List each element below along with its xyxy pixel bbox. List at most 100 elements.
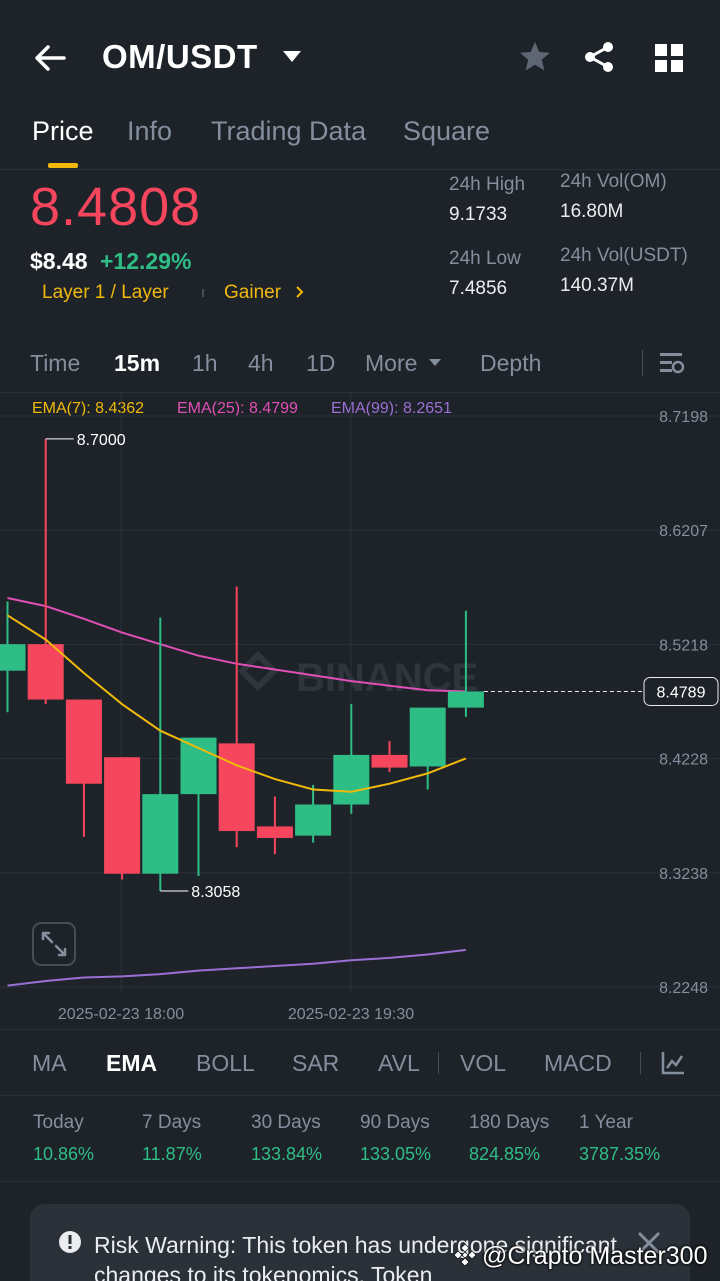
- fullscreen-icon[interactable]: [32, 922, 76, 966]
- divider: [0, 1095, 720, 1096]
- caret-down-icon: [428, 359, 441, 366]
- tab-trading-data[interactable]: Trading Data: [211, 116, 367, 146]
- y-tick-label: 8.2248: [659, 980, 708, 997]
- pair-title[interactable]: OM/USDT: [102, 38, 258, 75]
- current-price-tag: [643, 676, 719, 706]
- interval-more[interactable]: More: [365, 350, 442, 377]
- stat-low-label: 24h Low: [449, 248, 521, 269]
- perf-label-90d: 90 Days: [360, 1112, 430, 1133]
- candlestick-chart[interactable]: BINANCE 8.71988.62078.52188.42288.32388.…: [0, 393, 720, 1030]
- grid-icon[interactable]: [653, 42, 685, 74]
- usd-price: $8.48: [30, 248, 88, 274]
- candle-body: [27, 644, 64, 700]
- perf-label-30d: 30 Days: [251, 1112, 321, 1133]
- candle-body: [447, 691, 484, 708]
- user-watermark: @Crapto Master300: [452, 1242, 707, 1271]
- indicator-settings-icon[interactable]: [660, 1050, 686, 1076]
- candle: [447, 610, 484, 717]
- indicator-avl[interactable]: AVL: [378, 1050, 420, 1076]
- interval-1d[interactable]: 1D: [306, 350, 336, 376]
- chart-labels: 8.7198 8.6207 8.5218 8.4228 8.3238 8.2248 2025…: [45, 409, 719, 1023]
- divider: [0, 392, 720, 393]
- candle-body: [0, 644, 26, 671]
- gainer-tag[interactable]: Gainer: [224, 282, 306, 304]
- stat-high-label: 24h High: [449, 174, 526, 195]
- current-price-label: 8.4789: [657, 684, 706, 701]
- indicator-boll[interactable]: BOLL: [196, 1050, 255, 1076]
- risk-warning-text: Risk Warning: This token has undergone s…: [94, 1232, 617, 1281]
- ema7-series: [6, 614, 467, 793]
- category-tag[interactable]: Layer 1 / Layer: [42, 282, 169, 303]
- tab-info[interactable]: Info: [127, 116, 173, 146]
- ema25-legend: EMA(25): 8.4799: [177, 400, 298, 417]
- interval-time[interactable]: Time: [30, 350, 81, 376]
- y-tick-label: 8.7198: [659, 409, 708, 426]
- candle: [27, 438, 64, 705]
- y-tick-label: 8.4228: [659, 752, 708, 769]
- perf-value-today: 10.86%: [33, 1144, 95, 1164]
- binance-watermark: BINANCE: [237, 650, 478, 700]
- binance-watermark-logo: [237, 650, 279, 692]
- candle-body: [409, 707, 446, 767]
- candle: [180, 737, 217, 877]
- gainer-tag-label: Gainer: [224, 282, 282, 303]
- y-tick-label: 8.5218: [659, 637, 708, 654]
- candle: [218, 586, 255, 848]
- candle-body: [295, 804, 332, 836]
- divider: [0, 169, 720, 170]
- risk-warning-banner: Risk Warning: This token has undergone s…: [30, 1204, 690, 1281]
- perf-label-1y: 1 Year: [579, 1112, 633, 1133]
- indicator-ema[interactable]: EMA: [106, 1050, 158, 1076]
- stat-vol-quote-label: 24h Vol(USDT): [560, 245, 688, 266]
- interval-more-label: More: [365, 350, 418, 376]
- chevron-right-icon: [296, 286, 304, 298]
- stat-vol-base-value: 16.80M: [560, 201, 624, 222]
- candle: [104, 757, 141, 880]
- last-price: 8.4808: [30, 177, 202, 237]
- tab-price[interactable]: Price: [32, 116, 94, 146]
- caret-down-icon[interactable]: [282, 50, 302, 64]
- candle: [65, 699, 102, 837]
- chart-settings-icon[interactable]: [658, 350, 686, 376]
- divider: [0, 1029, 720, 1030]
- indicator-ma[interactable]: MA: [32, 1050, 67, 1076]
- tag-separator: [202, 289, 204, 297]
- candles: [0, 438, 484, 892]
- x-tick-label: 2025-02-23 19:30: [288, 1006, 414, 1023]
- interval-4h[interactable]: 4h: [248, 350, 274, 376]
- top-bar: OM/USDT: [0, 0, 720, 110]
- candle: [409, 707, 446, 790]
- tab-square[interactable]: Square: [403, 116, 491, 146]
- indicator-vol[interactable]: VOL: [460, 1050, 507, 1076]
- stat-low-value: 7.4856: [449, 278, 508, 299]
- candle-body: [371, 754, 408, 768]
- candle: [333, 704, 370, 814]
- change-percent: +12.29%: [100, 248, 192, 274]
- share-icon[interactable]: [582, 40, 616, 74]
- candle: [295, 784, 332, 843]
- interval-15m[interactable]: 15m: [114, 350, 161, 376]
- indicator-sar[interactable]: SAR: [292, 1050, 340, 1076]
- divider: [0, 1181, 720, 1182]
- candle-body: [333, 754, 370, 805]
- indicator-separator: [438, 1052, 439, 1074]
- interval-depth[interactable]: Depth: [480, 350, 542, 376]
- ema99-line: [7, 948, 467, 987]
- candle-body: [142, 794, 179, 874]
- back-arrow-icon[interactable]: [30, 38, 70, 78]
- perf-value-1y: 3787.35%: [579, 1144, 661, 1164]
- stat-high-value: 9.1733: [449, 204, 508, 225]
- y-tick-label: 8.3238: [659, 866, 708, 883]
- watermark-text: @Crapto Master300: [482, 1242, 708, 1270]
- stat-vol-quote-value: 140.37M: [560, 275, 634, 296]
- perf-value-30d: 133.84%: [251, 1144, 323, 1164]
- binance-logo-icon: [453, 1243, 477, 1267]
- low-marker-label: 8.3058: [191, 884, 240, 901]
- perf-value-180d: 824.85%: [469, 1144, 541, 1164]
- interval-1h[interactable]: 1h: [192, 350, 218, 376]
- ema7-legend: EMA(7): 8.4362: [32, 400, 145, 417]
- star-icon[interactable]: [518, 40, 552, 74]
- ema99-series: [7, 948, 467, 987]
- close-icon[interactable]: [636, 1230, 662, 1256]
- indicator-macd[interactable]: MACD: [544, 1050, 612, 1076]
